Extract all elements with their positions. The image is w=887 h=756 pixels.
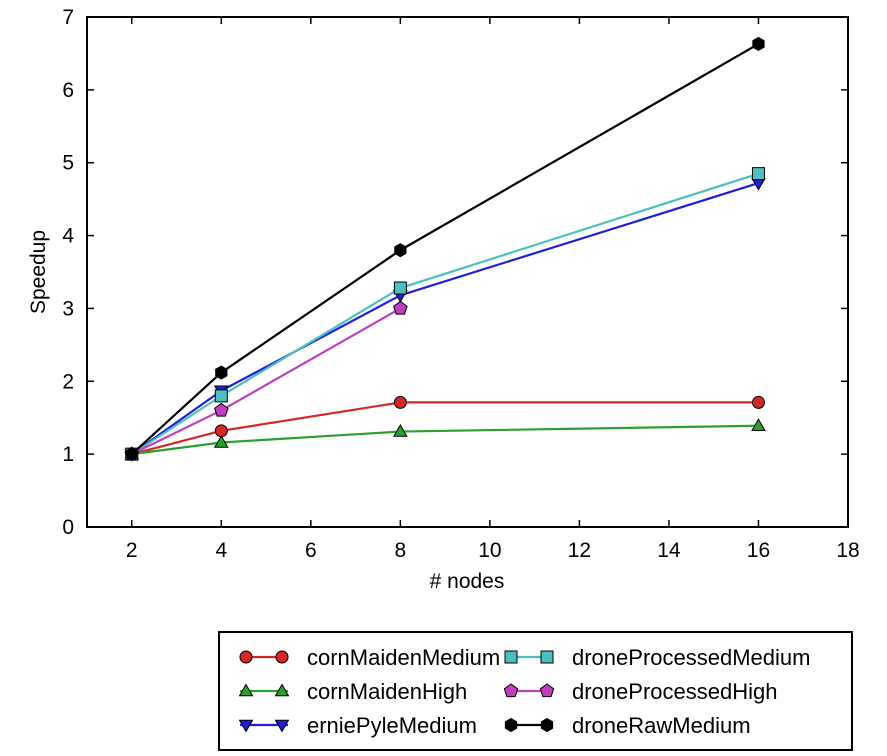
legend-marker [274, 683, 290, 697]
legend-entry: droneProcessedMedium [504, 645, 810, 670]
legend-marker [238, 719, 254, 733]
data-point [751, 167, 765, 181]
plot-area [86, 16, 849, 528]
legend-marker [503, 683, 519, 698]
x-tick-label: 18 [836, 539, 859, 562]
legend-entry: cornMaidenHigh [238, 679, 467, 704]
x-tick-label: 14 [657, 539, 681, 562]
series-line [131, 401, 759, 456]
data-point [752, 36, 765, 52]
y-tick-label: 6 [62, 79, 74, 102]
y-tick-label: 1 [62, 443, 74, 466]
legend-marker [504, 650, 518, 664]
data-point [215, 365, 228, 380]
legend-marker [275, 650, 289, 664]
legend-marker [274, 719, 290, 733]
series-lines [124, 36, 766, 462]
x-axis-label: # nodes [430, 570, 505, 593]
legend-label: cornMaidenMedium [307, 645, 500, 670]
data-point [214, 402, 229, 417]
legend-marker [540, 717, 554, 733]
data-point [751, 395, 765, 409]
legend-entry: droneRawMedium [504, 713, 751, 738]
data-point [393, 395, 407, 409]
x-tick-label: 12 [568, 539, 591, 562]
data-point [394, 243, 407, 258]
y-axis-label: Speedup [27, 230, 50, 314]
x-tick-label: 10 [478, 539, 501, 562]
legend-label: cornMaidenHigh [307, 679, 467, 704]
legend-marker [539, 683, 555, 698]
series-line [131, 424, 759, 456]
x-tick-label: 6 [305, 539, 317, 562]
series-line [131, 43, 760, 455]
legend-entry: erniePyleMedium [238, 713, 477, 738]
data-point [393, 281, 407, 295]
series-droneRawMedium [125, 36, 765, 462]
legend-label: droneProcessedHigh [572, 679, 777, 704]
x-tick-label: 16 [747, 539, 770, 562]
y-tick-label: 3 [62, 297, 74, 320]
data-point [393, 300, 408, 315]
data-point [125, 447, 138, 462]
data-point [214, 389, 228, 403]
y-tick-label: 0 [62, 516, 74, 539]
legend-label: droneProcessedMedium [572, 645, 810, 670]
data-point [392, 424, 408, 437]
legend: cornMaidenMedium cornMaidenHigh erniePyleM… [238, 645, 810, 738]
legend-entry: cornMaidenMedium [239, 645, 500, 670]
legend-entry: droneProcessedHigh [503, 679, 777, 704]
legend-marker [239, 650, 253, 664]
legend-label: erniePyleMedium [307, 713, 477, 738]
x-tick-label: 8 [395, 539, 407, 562]
data-point [751, 418, 766, 431]
y-tick-label: 5 [62, 152, 74, 175]
y-tick-label: 4 [62, 225, 74, 248]
x-tick-label: 4 [215, 539, 227, 562]
legend-marker [238, 683, 254, 697]
series-line [131, 172, 759, 456]
y-tick-label: 2 [62, 370, 74, 393]
legend-marker [504, 717, 518, 733]
y-tick-label: 7 [62, 6, 74, 29]
data-point [213, 434, 229, 448]
x-tick-label: 2 [126, 539, 138, 562]
legend-label: droneRawMedium [572, 713, 751, 738]
legend-marker [540, 650, 554, 664]
